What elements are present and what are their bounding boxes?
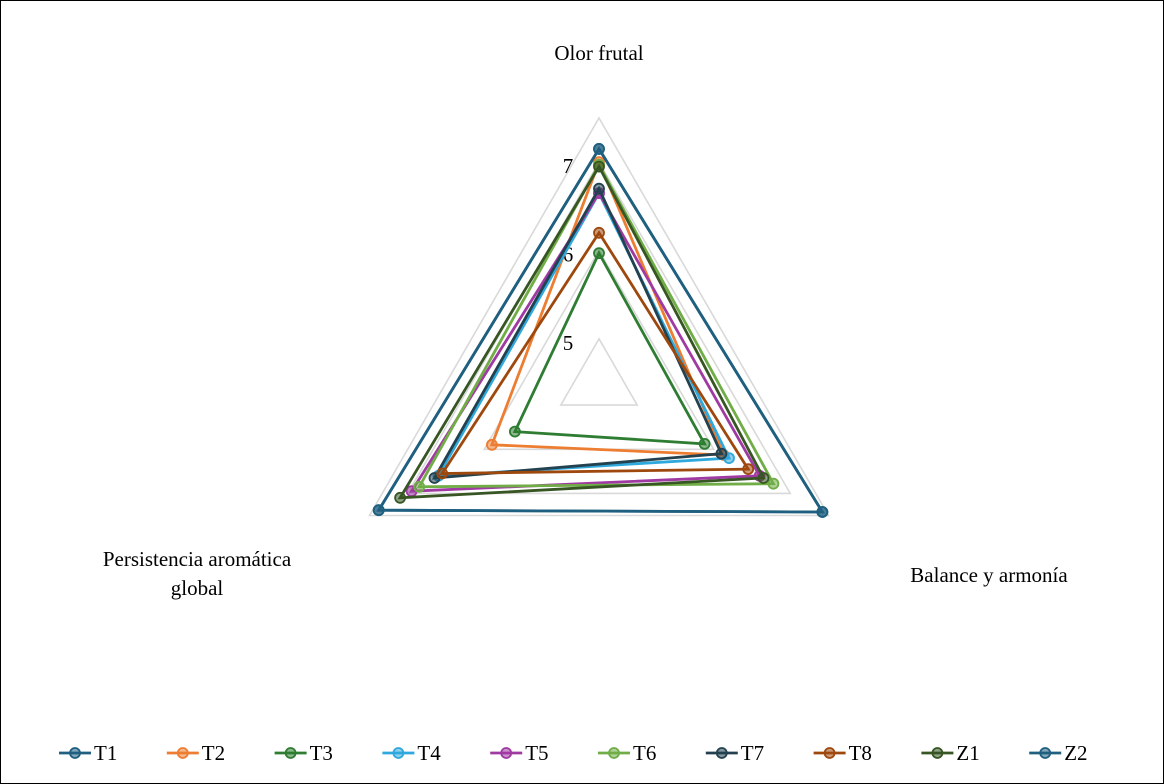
series-line-T4 [435,190,732,478]
legend-marker-T1 [69,747,81,759]
point-Z2-2 [372,504,385,517]
series-line-Z1 [397,163,766,500]
series-layer [372,142,829,518]
series-line-T2 [489,158,726,457]
point-Z1-1 [757,472,770,484]
series-T1 [372,142,829,518]
axis-label-0-line-0: Olor frutal [554,41,643,65]
point-T3-0 [593,247,605,260]
series-line-T8 [439,230,751,475]
point-T7-1 [715,447,728,460]
legend-item-T1: T1 [59,741,117,765]
legend-label-T8: T8 [849,741,872,765]
point-T3-2 [509,425,521,438]
legend-label-T7: T7 [741,741,764,765]
tick-layer: 5 6 7 [563,154,574,355]
point-Z1-2 [394,491,407,504]
legend-item-T4: T4 [382,741,441,765]
legend-marker-Z1 [931,747,944,759]
legend-item-T7: T7 [705,741,764,765]
axis-label-1: Balance y armonía [910,563,1068,587]
legend-marker-T4 [392,747,405,759]
legend-marker-T3 [284,747,297,759]
legend-label-T6: T6 [633,741,656,765]
legend-item-T5: T5 [490,741,549,765]
series-line-T7 [431,185,724,480]
legend-label-Z2: Z2 [1064,741,1087,765]
series-Z2 [372,142,829,518]
point-T6-1 [767,477,780,490]
legend-label-T5: T5 [525,741,548,765]
legend-marker-T8 [823,747,836,759]
axis-label-0: Olor frutal [554,41,643,65]
legend: T1 T2 T3 T4 T5 T6 T7 T8 Z1 Z2 [59,741,1088,765]
legend-marker-T7 [715,747,728,759]
series-line-T5 [408,190,762,493]
grid-ring-3 [368,116,830,517]
legend-label-T4: T4 [417,741,441,765]
legend-label-T3: T3 [310,741,333,765]
legend-label-T1: T1 [94,741,117,765]
point-Z2-0 [593,142,605,155]
axis-label-2: Persistencia aromática global [103,547,292,600]
legend-item-T2: T2 [166,741,225,765]
point-T8-2 [436,467,449,480]
legend-marker-T5 [500,747,513,759]
tick-label-5: 5 [563,331,574,355]
legend-item-Z2: Z2 [1029,741,1088,765]
legend-label-T2: T2 [202,741,225,765]
series-Z1 [394,160,770,504]
series-T6 [413,158,780,493]
series-line-Z2 [376,146,825,514]
grid-ring-0 [559,337,639,406]
axis-label-1-line-0: Balance y armonía [910,563,1068,587]
point-T8-1 [742,463,755,476]
axis-label-layer: Olor frutal Balance y armonía Persistencia… [103,41,1069,600]
point-T3-1 [698,437,711,450]
point-T6-2 [413,480,426,493]
point-T8-0 [593,226,605,239]
legend-marker-Z2 [1039,747,1052,759]
legend-item-T8: T8 [813,741,872,765]
legend-item-T6: T6 [598,741,656,765]
legend-item-T3: T3 [274,741,333,765]
legend-item-Z1: Z1 [921,741,980,765]
point-Z1-0 [593,160,605,173]
legend-marker-T2 [176,747,189,759]
point-Z2-1 [816,506,829,518]
series-line-T3 [512,250,708,446]
point-T2-2 [485,438,498,451]
axis-label-2-line-0: Persistencia aromática [103,547,292,571]
point-T7-0 [593,182,605,195]
series-T3 [509,247,711,450]
axis-label-2-line-1: global [171,576,224,600]
series-T8 [436,226,755,480]
legend-marker-T6 [608,747,620,759]
series-line-T6 [416,161,776,489]
tick-label-7: 7 [563,154,574,178]
tick-label-6: 6 [563,243,574,267]
legend-label-Z1: Z1 [956,741,979,765]
